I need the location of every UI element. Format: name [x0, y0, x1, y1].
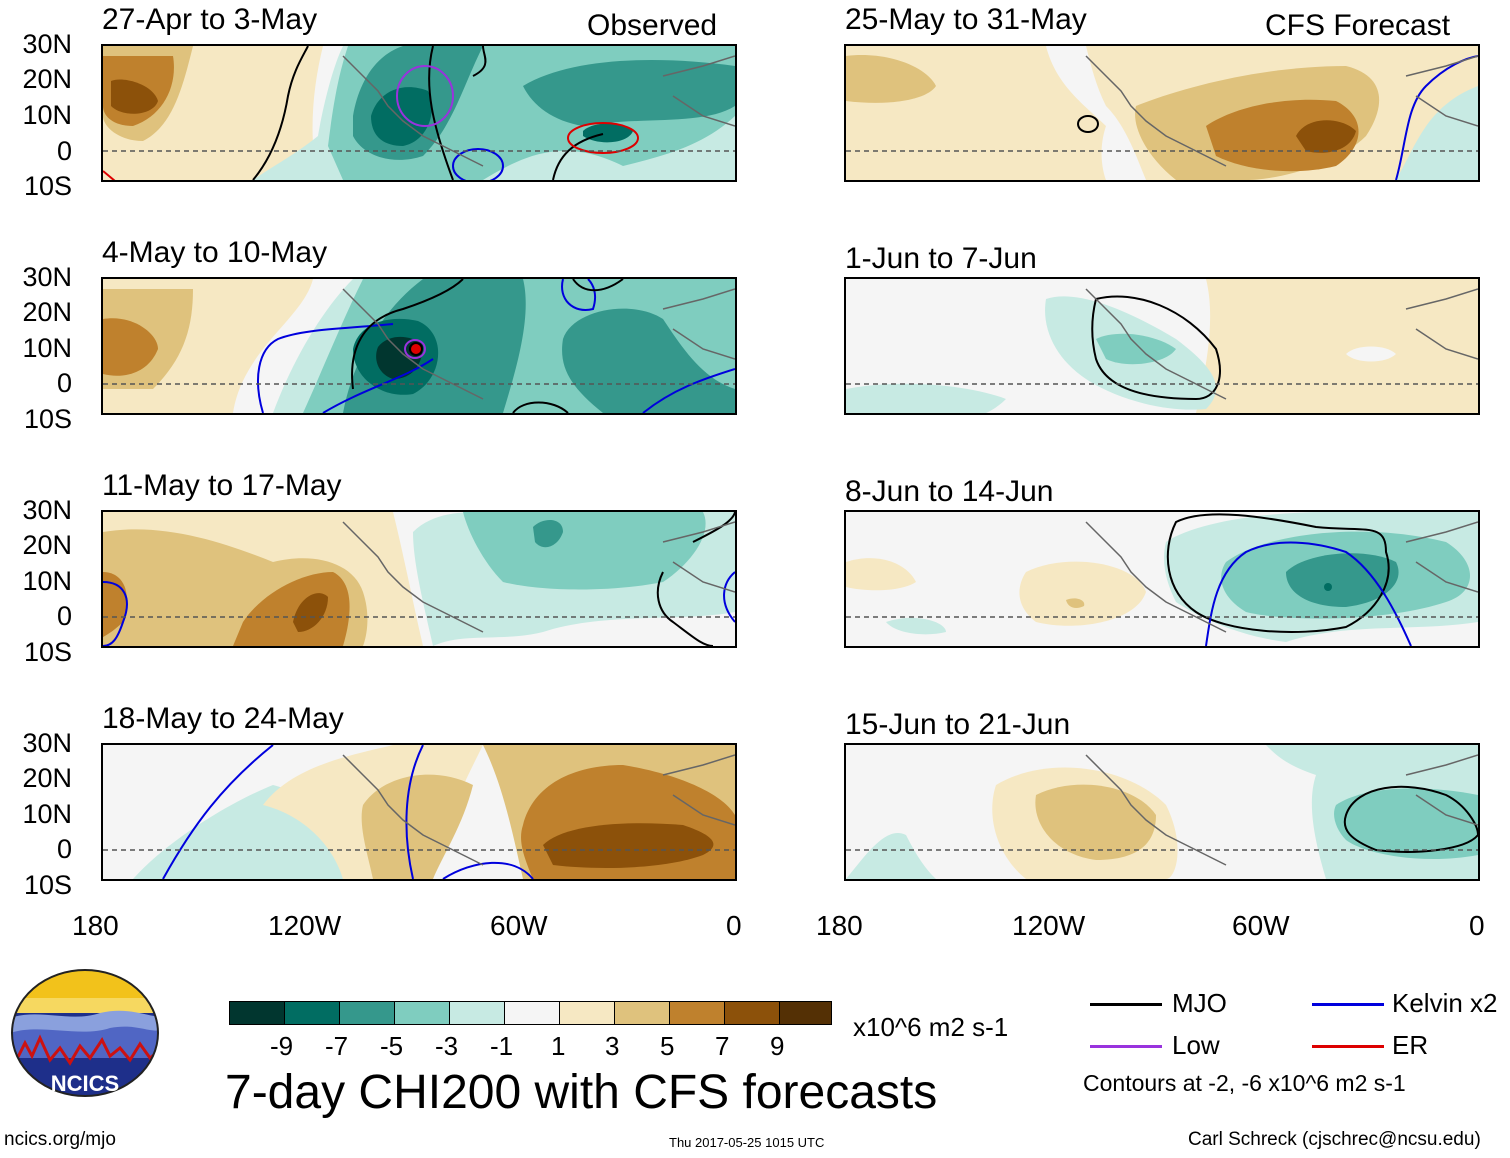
timestamp: Thu 2017-05-25 1015 UTC — [669, 1135, 825, 1150]
map-panel-1 — [101, 44, 737, 182]
colorbar-swatch — [779, 1001, 832, 1025]
x-tick-label: 180 — [816, 910, 863, 941]
colorbar-label: -3 — [435, 1031, 459, 1061]
y-tick-label: 10S — [23, 171, 72, 201]
contour-note: Contours at -2, -6 x10^6 m2 s-1 — [1083, 1070, 1406, 1096]
panel-title-3: 11-May to 17-May — [102, 469, 342, 502]
panel-title-6: 1-Jun to 7-Jun — [845, 242, 1037, 275]
map-panel-2 — [101, 277, 737, 415]
map-panel-8 — [844, 743, 1480, 881]
x-tick-label: 0 — [1469, 910, 1485, 941]
x-tick-label: 180 — [72, 910, 119, 941]
panel-title-8: 15-Jun to 21-Jun — [845, 708, 1071, 741]
colorbar-label: 1 — [551, 1031, 566, 1061]
colorbar-swatch — [339, 1001, 395, 1025]
panel-title-7: 8-Jun to 14-Jun — [845, 475, 1054, 508]
y-tick-label: 30N — [22, 29, 72, 59]
y-tick-label: 20N — [22, 763, 72, 793]
colorbar-label: -1 — [490, 1031, 514, 1061]
colorbar-swatch — [504, 1001, 560, 1025]
site-link[interactable]: ncics.org/mjo — [4, 1129, 116, 1150]
y-tick-label: 0 — [56, 834, 72, 864]
colorbar-swatch — [724, 1001, 780, 1025]
x-tick-label: 120W — [1012, 910, 1086, 941]
y-tick-label: 10S — [23, 870, 72, 900]
map-panel-4 — [101, 743, 737, 881]
legend-label-mjo: MJO — [1172, 988, 1227, 1018]
map-panel-6 — [844, 277, 1480, 415]
y-tick-label: 0 — [56, 601, 72, 631]
y-tick-label: 0 — [56, 368, 72, 398]
legend-swatch-low — [1090, 1045, 1162, 1048]
forecast-header: CFS Forecast — [1265, 9, 1451, 42]
y-tick-label: 0 — [56, 136, 72, 166]
chart-title: 7-day CHI200 with CFS forecasts — [225, 1066, 938, 1119]
map-plot-5 — [846, 46, 1478, 180]
map-panel-7 — [844, 510, 1480, 648]
map-plot-1 — [103, 46, 735, 180]
y-tick-label: 10S — [23, 637, 72, 667]
colorbar-swatch — [669, 1001, 725, 1025]
legend-swatch-er — [1312, 1045, 1384, 1048]
y-tick-label: 10N — [22, 333, 72, 363]
x-tick-label: 60W — [490, 910, 548, 941]
colorbar-swatch — [394, 1001, 450, 1025]
map-panel-5 — [844, 44, 1480, 182]
observed-header: Observed — [587, 9, 718, 42]
colorbar-label: 9 — [770, 1031, 785, 1061]
map-panel-3 — [101, 510, 737, 648]
colorbar-label: -7 — [325, 1031, 349, 1061]
map-plot-7 — [846, 512, 1478, 646]
y-tick-label: 30N — [22, 728, 72, 758]
y-tick-label: 20N — [22, 530, 72, 560]
colorbar-swatch — [449, 1001, 505, 1025]
y-tick-label: 10N — [22, 100, 72, 130]
colorbar-label: -5 — [380, 1031, 404, 1061]
map-plot-6 — [846, 279, 1478, 413]
panel-title-4: 18-May to 24-May — [102, 702, 344, 735]
legend-label-low: Low — [1172, 1030, 1220, 1060]
colorbar-swatch — [559, 1001, 615, 1025]
map-plot-3 — [103, 512, 735, 646]
y-tick-label: 30N — [22, 495, 72, 525]
colorbar-swatch — [614, 1001, 670, 1025]
colorbar-label: 7 — [715, 1031, 730, 1061]
map-plot-8 — [846, 745, 1478, 879]
colorbar-swatch — [284, 1001, 340, 1025]
legend-label-er: ER — [1392, 1030, 1429, 1060]
panel-title-2: 4-May to 10-May — [102, 236, 328, 269]
x-tick-label: 60W — [1232, 910, 1290, 941]
y-tick-label: 20N — [22, 297, 72, 327]
colorbar-label: -9 — [270, 1031, 294, 1061]
legend-swatch-kelvin — [1312, 1003, 1384, 1006]
y-tick-label: 10N — [22, 799, 72, 829]
x-tick-label: 0 — [726, 910, 742, 941]
colorbar-swatch — [229, 1001, 285, 1025]
logo-text: NCICS — [51, 1071, 119, 1096]
colorbar-label: 3 — [605, 1031, 620, 1061]
legend-swatch-mjo — [1090, 1003, 1162, 1006]
panel-title-1: 27-Apr to 3-May — [102, 3, 318, 36]
y-tick-label: 10N — [22, 566, 72, 596]
y-tick-label: 20N — [22, 64, 72, 94]
colorbar-units: x10^6 m2 s-1 — [853, 1012, 1009, 1042]
legend-label-kelvin: Kelvin x2 — [1392, 988, 1498, 1018]
x-tick-label: 120W — [268, 910, 342, 941]
y-tick-label: 30N — [22, 262, 72, 292]
map-plot-4 — [103, 745, 735, 879]
ncics-logo-icon: NCICS — [11, 969, 159, 1097]
ncics-logo: NCICS — [10, 968, 160, 1098]
colorbar-label: 5 — [660, 1031, 675, 1061]
panel-title-5: 25-May to 31-May — [845, 3, 1087, 36]
y-tick-label: 10S — [23, 404, 72, 434]
map-plot-2 — [103, 279, 735, 413]
author-credit: Carl Schreck (cjschrec@ncsu.edu) — [1188, 1129, 1481, 1150]
